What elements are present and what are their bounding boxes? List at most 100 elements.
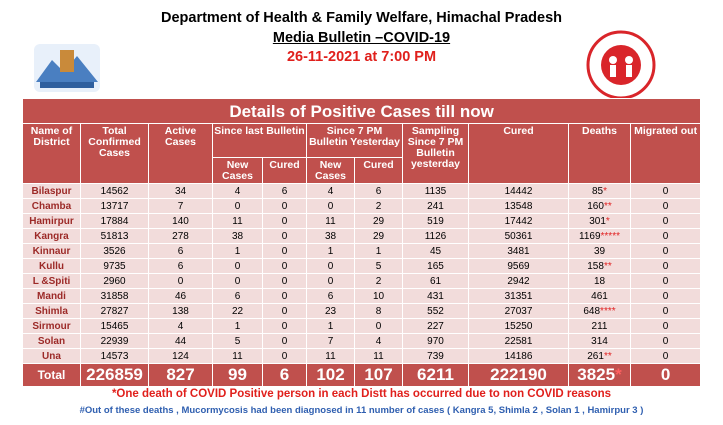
cell: 165: [402, 258, 469, 274]
cell: 827: [148, 363, 213, 387]
deaths-cell: 158**: [568, 258, 631, 274]
cell: 2960: [80, 273, 149, 289]
col-header: Deaths: [568, 123, 631, 184]
cell: 1: [306, 243, 355, 259]
cell: 0: [629, 273, 702, 289]
cell: 107: [354, 363, 403, 387]
cell: 3526: [80, 243, 149, 259]
cell: 222190: [468, 363, 569, 387]
cell-value: 160: [587, 200, 604, 212]
cell: 13717: [80, 198, 149, 214]
cell: 9735: [80, 258, 149, 274]
district-name: Solan: [22, 333, 81, 349]
cell: 138: [148, 303, 213, 319]
deaths-cell: 314: [568, 333, 631, 349]
table-row: Una 14573 124 11 0 11 11 739 14186 261** 0: [22, 348, 702, 364]
cell-value: 461: [591, 290, 608, 302]
table-row: Solan 22939 44 5 0 7 4 970 22581 314 0: [22, 333, 702, 349]
sub-header: New Cases: [212, 157, 263, 184]
cell: 15250: [468, 318, 569, 334]
cell: 739: [402, 348, 469, 364]
cell-value: 301: [589, 215, 606, 227]
cell: 6: [262, 363, 307, 387]
cell: 27827: [80, 303, 149, 319]
cell-mark: *****: [600, 230, 620, 242]
cell-value: 85: [591, 185, 604, 197]
cell: 0: [629, 318, 702, 334]
cell: 11: [354, 348, 403, 364]
cell-value: 211: [591, 320, 608, 332]
cell: 61: [402, 273, 469, 289]
col-header: Active Cases: [148, 123, 213, 184]
deaths-cell: 301*: [568, 213, 631, 229]
table-row: Total 226859 827 99 6 102 107 6211 222190 3825* 0: [22, 363, 702, 387]
cell: 102: [306, 363, 355, 387]
cell: 6: [354, 183, 403, 199]
cell: 2942: [468, 273, 569, 289]
cell: 11: [306, 348, 355, 364]
cell: 0: [629, 183, 702, 199]
cell-value: 158: [587, 260, 604, 272]
cell: 23: [306, 303, 355, 319]
cell-value: 314: [591, 335, 608, 347]
district-name: Total: [22, 363, 81, 387]
table-row: L &Spiti 2960 0 0 0 0 2 61 2942 18 0: [22, 273, 702, 289]
cell: 0: [262, 198, 307, 214]
col-header: Sampling Since 7 PM Bulletin yesterday: [402, 123, 469, 184]
deaths-cell: 85*: [568, 183, 631, 199]
cell: 0: [262, 228, 307, 244]
deaths-cell: 648****: [568, 303, 631, 319]
cell: 14186: [468, 348, 569, 364]
cell: 0: [629, 198, 702, 214]
table-row: Kinnaur 3526 6 1 0 1 1 45 3481 39 0: [22, 243, 702, 259]
cases-table: Details of Positive Cases till now Name …: [21, 98, 702, 387]
cell-mark: *: [603, 185, 608, 197]
cell: 9569: [468, 258, 569, 274]
col-header: Since 7 PM Bulletin Yesterday: [306, 123, 403, 158]
cell: 2: [354, 273, 403, 289]
deaths-cell: 3825*: [568, 363, 631, 387]
cell: 0: [629, 303, 702, 319]
cell: 7: [148, 198, 213, 214]
cell: 1: [306, 318, 355, 334]
sub-header: New Cases: [306, 157, 355, 184]
cell: 6: [148, 258, 213, 274]
cell-mark: ****: [600, 305, 616, 317]
cell: 38: [306, 228, 355, 244]
cell: 2: [354, 198, 403, 214]
cell: 1: [354, 243, 403, 259]
cell: 22581: [468, 333, 569, 349]
district-name: Kinnaur: [22, 243, 81, 259]
cell: 29: [354, 228, 403, 244]
table-row: Chamba 13717 7 0 0 0 2 241 13548 160** 0: [22, 198, 702, 214]
cell: 4: [212, 183, 263, 199]
cell-value: 648: [583, 305, 601, 317]
cell: 10: [354, 288, 403, 304]
nhm-logo: [586, 30, 656, 100]
cell: 5: [354, 258, 403, 274]
deaths-cell: 261**: [568, 348, 631, 364]
footnote: *One death of COVID Positive person in e…: [111, 388, 612, 400]
cell: 1: [212, 243, 263, 259]
cell: 0: [629, 348, 702, 364]
cell: 44: [148, 333, 213, 349]
cell: 6: [262, 183, 307, 199]
sub-header: Cured: [354, 157, 403, 184]
cell: 7: [306, 333, 355, 349]
cell: 31858: [80, 288, 149, 304]
cell: 5: [212, 333, 263, 349]
cell: 1: [212, 318, 263, 334]
cell: 0: [629, 258, 702, 274]
cell: 0: [306, 273, 355, 289]
deaths-cell: 461: [568, 288, 631, 304]
cell: 51813: [80, 228, 149, 244]
cell: 34: [148, 183, 213, 199]
cell: 140: [148, 213, 213, 229]
cell: 0: [629, 228, 702, 244]
footnote: #Out of these deaths , Mucormycosis had …: [79, 405, 644, 416]
cell: 8: [354, 303, 403, 319]
table-row: Kangra 51813 278 38 0 38 29 1126 50361 1169***** 0: [22, 228, 702, 244]
table-body: Bilaspur 14562 34 4 6 4 6 1135 14442 85* 0 Chamba 13…: [22, 183, 702, 387]
cell-value: 18: [593, 275, 606, 287]
deaths-cell: 18: [568, 273, 631, 289]
